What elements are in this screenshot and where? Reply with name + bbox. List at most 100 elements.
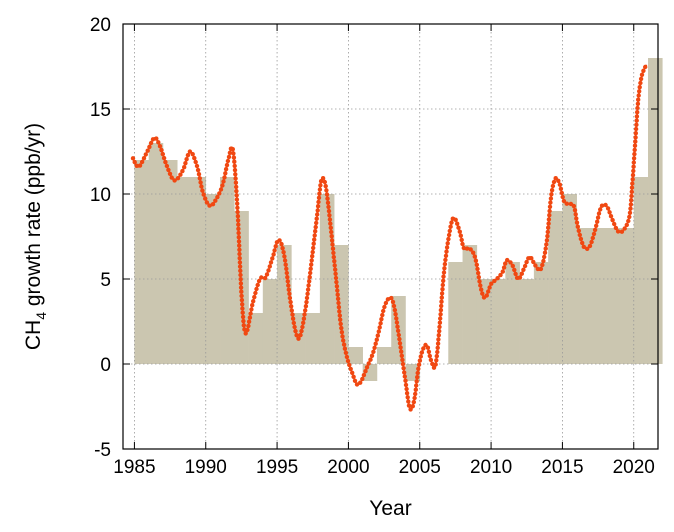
line-point xyxy=(333,267,338,272)
line-point xyxy=(399,349,404,354)
line-point xyxy=(595,215,601,220)
line-point xyxy=(248,311,253,316)
line-point xyxy=(610,217,615,223)
line-point xyxy=(239,297,245,303)
line-point xyxy=(352,378,358,383)
line-point xyxy=(629,198,634,203)
line-point xyxy=(150,137,156,142)
line-point xyxy=(250,303,255,308)
line-point xyxy=(419,350,425,355)
y-tick-label-5: 5 xyxy=(100,270,111,291)
line-point xyxy=(634,118,639,123)
line-point xyxy=(293,328,298,334)
line-point xyxy=(538,266,544,272)
line-point xyxy=(249,307,254,312)
line-point xyxy=(585,246,590,251)
line-point xyxy=(225,158,231,164)
line-point xyxy=(376,329,381,334)
bar-2018 xyxy=(605,228,620,364)
line-point xyxy=(596,211,602,216)
line-point xyxy=(492,278,497,284)
line-point xyxy=(547,204,553,209)
line-point xyxy=(476,275,481,280)
line-point xyxy=(394,320,400,325)
line-point xyxy=(438,312,443,317)
line-point xyxy=(371,349,376,354)
line-point xyxy=(145,148,150,153)
line-point xyxy=(237,251,242,257)
line-point xyxy=(403,382,409,388)
line-point xyxy=(273,244,278,249)
line-point xyxy=(364,365,370,370)
line-point xyxy=(427,353,432,359)
line-point xyxy=(291,320,296,326)
line-point xyxy=(486,289,491,294)
line-point xyxy=(239,293,244,299)
line-point xyxy=(360,376,365,382)
line-point xyxy=(434,353,439,359)
line-point xyxy=(204,200,210,205)
line-point xyxy=(285,279,290,284)
line-point xyxy=(444,249,449,254)
line-point xyxy=(404,391,410,396)
line-point xyxy=(194,163,200,169)
line-point xyxy=(587,243,593,249)
x-tick-label-1990: 1990 xyxy=(185,457,227,478)
line-point xyxy=(560,194,565,200)
line-point xyxy=(468,247,473,252)
line-point xyxy=(303,304,309,309)
line-point xyxy=(366,361,371,366)
line-point xyxy=(301,316,307,321)
line-point xyxy=(307,279,312,284)
line-point xyxy=(339,325,344,331)
line-point xyxy=(505,257,510,263)
line-point xyxy=(421,346,426,351)
line-point xyxy=(235,209,240,215)
line-point xyxy=(284,270,289,276)
line-point xyxy=(335,296,341,301)
line-point xyxy=(473,258,479,263)
line-point xyxy=(425,345,431,350)
line-point xyxy=(630,172,636,178)
line-point xyxy=(471,250,476,255)
line-point xyxy=(180,168,185,174)
line-point xyxy=(175,176,181,181)
line-point xyxy=(540,262,545,268)
line-point xyxy=(203,196,208,201)
line-point xyxy=(222,175,227,180)
line-point xyxy=(333,271,338,276)
line-point xyxy=(475,266,480,272)
line-point xyxy=(529,256,534,261)
line-point xyxy=(187,149,193,154)
line-point xyxy=(313,229,318,234)
line-point xyxy=(633,139,638,144)
line-point xyxy=(310,249,315,255)
line-point xyxy=(298,332,303,338)
line-point xyxy=(337,313,342,318)
line-point xyxy=(238,268,243,273)
bar-2021 xyxy=(648,58,663,364)
line-point xyxy=(400,361,406,367)
line-point xyxy=(544,238,550,243)
line-point xyxy=(193,159,198,165)
line-point xyxy=(361,372,367,378)
line-point xyxy=(629,193,634,199)
line-point xyxy=(236,226,241,231)
line-point xyxy=(522,263,528,269)
line-point xyxy=(336,300,341,306)
line-point xyxy=(549,192,554,197)
line-point xyxy=(556,178,561,183)
line-point xyxy=(418,354,423,359)
line-point xyxy=(543,246,548,251)
line-point xyxy=(231,151,236,156)
line-point xyxy=(368,357,373,362)
line-point xyxy=(478,283,483,288)
line-point xyxy=(311,245,316,251)
line-point xyxy=(564,201,569,206)
bar-1985 xyxy=(134,160,149,364)
line-point xyxy=(630,177,635,182)
line-point xyxy=(235,201,240,206)
line-point xyxy=(185,153,191,158)
line-point xyxy=(373,341,378,346)
bar-2010 xyxy=(491,279,506,364)
